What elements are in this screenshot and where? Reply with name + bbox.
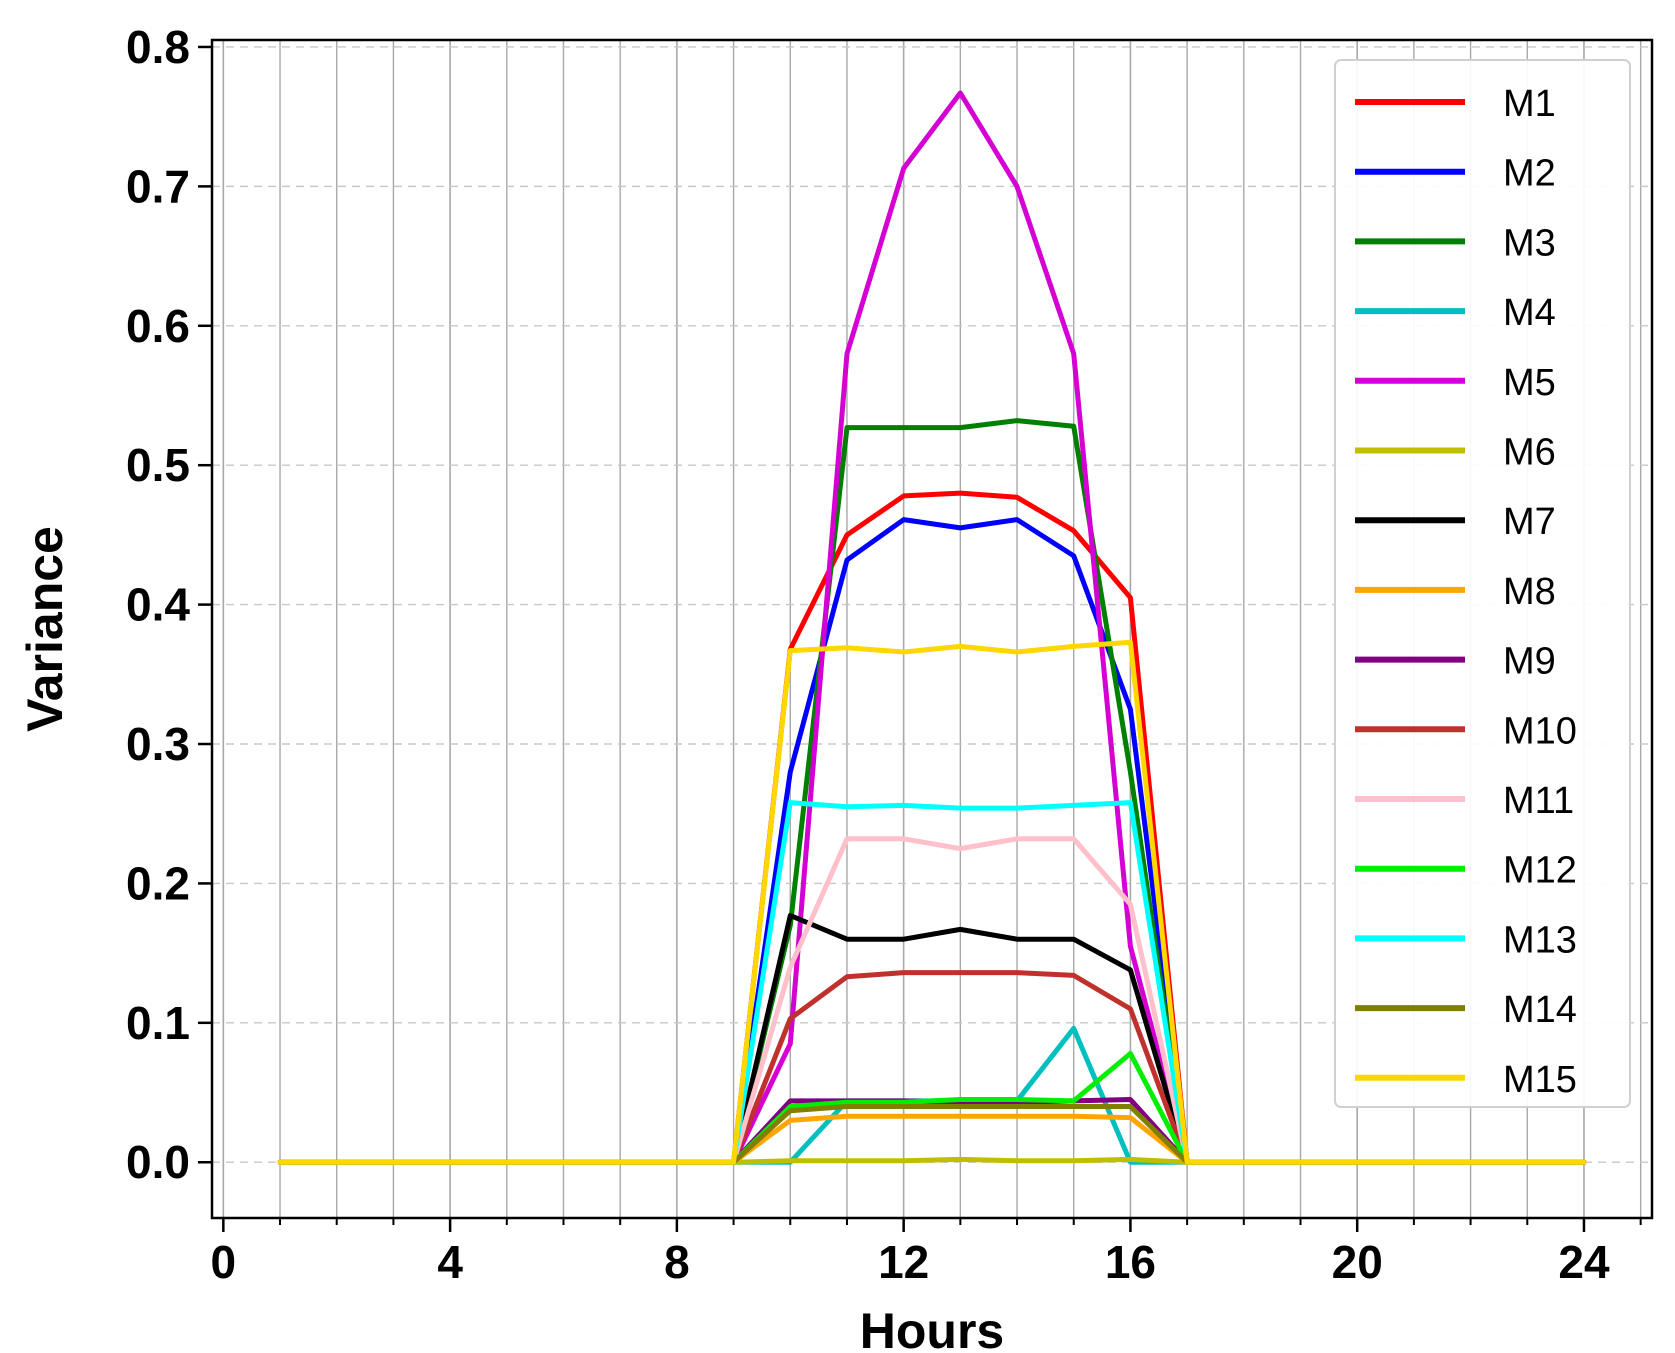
y-tick-label: 0.7 <box>126 160 190 212</box>
x-tick-label: 24 <box>1558 1236 1610 1288</box>
legend-label: M2 <box>1503 153 1556 195</box>
series-line-m8 <box>277 1113 1587 1165</box>
legend-label: M8 <box>1503 571 1556 613</box>
legend: M1 M2 M3 M4 M5 M6 M7 M8 M9 M10 M11 M12 M13 M14 M15 <box>1334 59 1631 1108</box>
legend-label: M1 <box>1503 83 1556 125</box>
x-axis-label: Hours <box>860 1303 1004 1353</box>
legend-label: M10 <box>1503 710 1577 752</box>
axis-ticks: 0 4 8 12 16 20 24 0.0 0.1 0.2 0.3 0.4 0.5 0.6 0.7 0.8 <box>126 21 1642 1288</box>
y-tick-label: 0.3 <box>126 718 190 770</box>
legend-label: M5 <box>1503 362 1556 404</box>
y-tick-label: 0.8 <box>126 21 190 73</box>
x-tick-label: 0 <box>211 1236 237 1288</box>
legend-label: M14 <box>1503 989 1577 1031</box>
y-tick-label: 0.4 <box>126 579 190 631</box>
x-tick-label: 8 <box>664 1236 690 1288</box>
x-tick-label: 16 <box>1105 1236 1156 1288</box>
legend-label: M6 <box>1503 432 1556 474</box>
x-tick-label: 4 <box>437 1236 463 1288</box>
legend-label: M4 <box>1503 292 1556 334</box>
y-tick-label: 0.6 <box>126 300 190 352</box>
y-tick-label: 0.0 <box>126 1136 190 1188</box>
legend-label: M13 <box>1503 919 1577 961</box>
legend-label: M7 <box>1503 501 1556 543</box>
plot-frame <box>210 38 1654 1220</box>
legend-label: M9 <box>1503 641 1556 683</box>
x-tick-label: 20 <box>1332 1236 1383 1288</box>
y-tick-label: 0.2 <box>126 857 190 909</box>
legend-label: M3 <box>1503 222 1556 264</box>
legend-label: M12 <box>1503 850 1577 892</box>
legend-box <box>1334 59 1631 1108</box>
y-tick-label: 0.1 <box>126 997 190 1049</box>
x-tick-label: 12 <box>878 1236 929 1288</box>
legend-label: M15 <box>1503 1059 1577 1101</box>
legend-label: M11 <box>1503 780 1574 822</box>
y-axis-label: Variance <box>17 526 73 732</box>
y-tick-label: 0.5 <box>126 439 190 491</box>
series-line-m15 <box>277 639 1587 1165</box>
series-lines <box>277 90 1587 1165</box>
